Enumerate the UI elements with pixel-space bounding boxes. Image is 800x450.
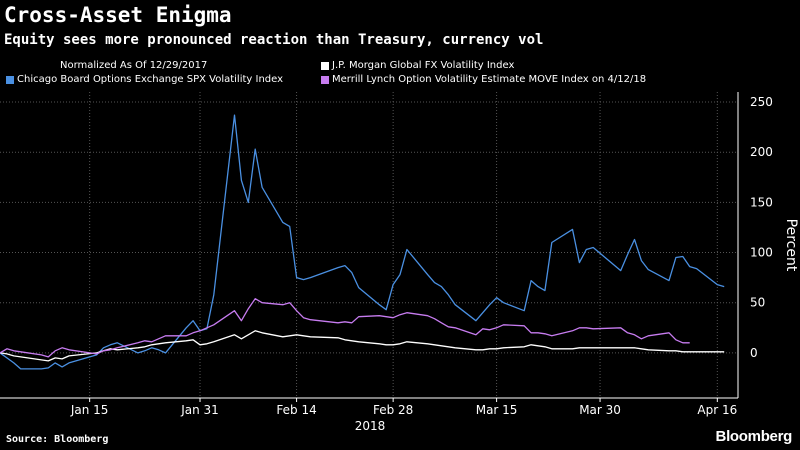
- series-lines: [0, 114, 725, 370]
- legend-item-move: Merrill Lynch Option Volatility Estimate…: [321, 74, 646, 85]
- chart-title: Cross-Asset Enigma: [4, 3, 232, 27]
- legend-item-spx-vix: Chicago Board Options Exchange SPX Volat…: [6, 74, 283, 85]
- x-tick-label: Jan 31: [180, 403, 219, 417]
- legend-item-jpm-fx: J.P. Morgan Global FX Volatility Index: [321, 60, 514, 71]
- legend-label-jpm-fx: J.P. Morgan Global FX Volatility Index: [332, 60, 515, 71]
- x-year-label: 2018: [355, 419, 386, 433]
- y-axis-title: Percent: [783, 219, 799, 272]
- y-tick-label: 150: [750, 195, 773, 209]
- series-line-move: [0, 298, 690, 358]
- axes: 0 50 100 150 200 250 Jan 15 Jan 31 Feb 14 Feb 28 M…: [0, 92, 799, 433]
- x-tick-label: Apr 16: [697, 403, 737, 417]
- series-line-spx-vix: [0, 114, 725, 370]
- legend-label-spx-vix: Chicago Board Options Exchange SPX Volat…: [17, 74, 284, 85]
- bloomberg-logo: Bloomberg: [715, 428, 793, 445]
- x-tick-label: Mar 30: [579, 403, 621, 417]
- x-tick-label: Feb 14: [276, 403, 316, 417]
- legend-label-move: Merrill Lynch Option Volatility Estimate…: [332, 74, 647, 85]
- source-note: Source: Bloomberg: [6, 434, 109, 445]
- x-tick-label: Jan 15: [70, 403, 109, 417]
- y-tick-label: 100: [750, 246, 773, 260]
- chart-subtitle: Equity sees more pronounced reaction tha…: [4, 32, 544, 48]
- y-tick-label: 200: [750, 145, 773, 159]
- legend-swatch-jpm-fx: [321, 61, 329, 70]
- y-tick-label: 0: [750, 346, 758, 360]
- x-tick-label: Mar 15: [476, 403, 518, 417]
- series-line-jpm-fx: [0, 330, 725, 362]
- legend-swatch-spx-vix: [6, 75, 14, 84]
- grid-lines: [0, 92, 738, 398]
- normalization-note: Normalized As Of 12/29/2017: [60, 60, 208, 71]
- x-tick-label: Feb 28: [373, 403, 413, 417]
- legend-swatch-move: [321, 75, 329, 84]
- y-tick-label: 250: [750, 95, 773, 109]
- y-tick-label: 50: [750, 296, 765, 310]
